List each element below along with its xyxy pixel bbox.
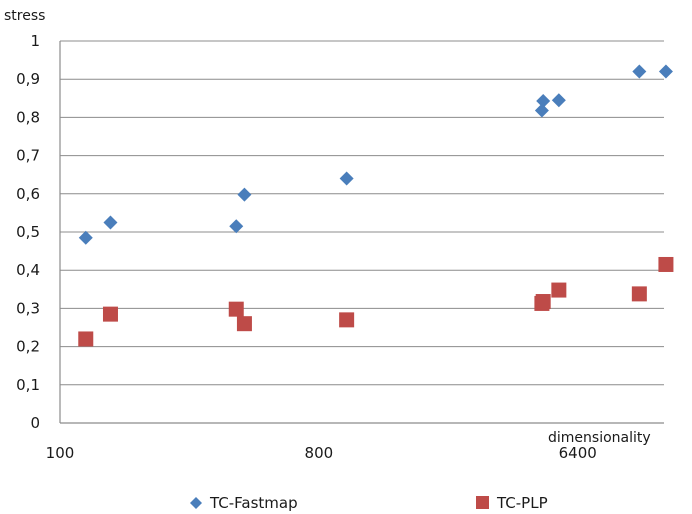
x-axis-title: dimensionality (548, 430, 651, 446)
data-point-square (78, 331, 94, 347)
x-tick-label: 100 (46, 444, 75, 462)
axes (59, 41, 664, 424)
data-point-square (551, 282, 567, 298)
legend: TC-Fastmap TC-PLP (190, 494, 548, 512)
x-tick-label: 800 (305, 444, 334, 462)
legend-label-fastmap: TC-Fastmap (209, 494, 298, 512)
data-point-diamond (534, 103, 549, 118)
data-point-diamond (229, 219, 244, 234)
legend-item-plp: TC-PLP (476, 494, 548, 512)
data-point-diamond (658, 64, 673, 79)
y-tick-label: 0,1 (16, 376, 40, 394)
y-tick-labels: 0 0,1 0,2 0,3 0,4 0,5 0,6 0,7 0,8 0,9 1 (16, 32, 40, 432)
data-point-diamond (551, 93, 566, 108)
y-tick-label: 0,6 (16, 185, 40, 203)
gridlines (60, 40, 664, 386)
data-point-diamond (632, 64, 647, 79)
series-tc-plp (78, 256, 674, 347)
legend-item-fastmap: TC-Fastmap (190, 494, 298, 512)
data-point-square (658, 256, 674, 272)
data-point-square (236, 316, 252, 332)
y-tick-label: 0,5 (16, 223, 40, 241)
y-tick-label: 0,8 (16, 108, 40, 126)
diamond-marker-icon (190, 497, 202, 509)
x-tick-label: 6400 (559, 444, 597, 462)
data-point-diamond (237, 187, 252, 202)
y-tick-label: 0,7 (16, 147, 40, 165)
data-point-square (631, 286, 647, 302)
x-tick-labels: 100 800 6400 (46, 444, 597, 462)
y-tick-label: 0,9 (16, 70, 40, 88)
data-point-square (535, 294, 551, 310)
data-point-square (102, 306, 118, 322)
data-points (78, 64, 674, 347)
y-axis-title: stress (4, 8, 45, 24)
legend-label-plp: TC-PLP (496, 494, 548, 512)
data-point-diamond (78, 230, 93, 245)
y-tick-label: 0 (30, 414, 40, 432)
square-marker-icon (476, 496, 489, 509)
y-tick-label: 0,2 (16, 338, 40, 356)
data-point-square (228, 301, 244, 317)
data-point-square (339, 312, 355, 328)
y-tick-label: 0,4 (16, 261, 40, 279)
series-tc-fastmap (78, 64, 673, 245)
data-point-diamond (103, 215, 118, 230)
y-tick-label: 0,3 (16, 299, 40, 317)
y-tick-label: 1 (30, 32, 40, 50)
data-point-diamond (339, 171, 354, 186)
data-point-diamond (536, 93, 551, 108)
